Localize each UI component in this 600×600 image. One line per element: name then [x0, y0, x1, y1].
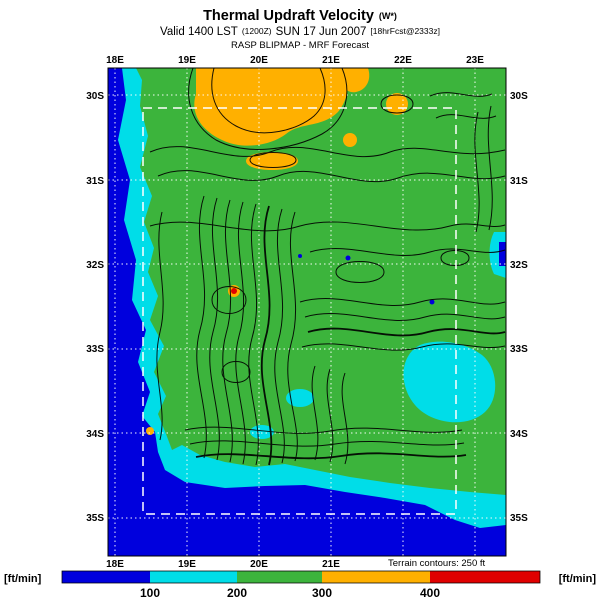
lon-axis-top: 18E 19E 20E 21E 22E 23E	[106, 55, 484, 66]
ocean-speck	[345, 255, 351, 261]
map-area	[107, 67, 507, 557]
lat-label-right: 30S	[510, 91, 528, 102]
lon-axis-bottom: 18E 19E 20E 21E	[106, 559, 340, 570]
ocean-speck	[298, 254, 302, 258]
lon-label-top: 20E	[250, 55, 268, 66]
lat-label-left: 33S	[86, 344, 104, 355]
map-border	[107, 67, 507, 557]
lon-label-top: 22E	[394, 55, 412, 66]
model-line: RASP BLIPMAP - MRF Forecast	[231, 40, 369, 51]
ocean-speck	[429, 299, 435, 305]
strong-lift-patch	[246, 152, 298, 170]
max-lift-core	[231, 288, 237, 294]
colorbar-tick: 300	[312, 586, 332, 600]
strong-lift-patch	[343, 133, 357, 147]
lon-label-top: 18E	[106, 55, 124, 66]
lat-axis-right: 30S 31S 32S 33S 34S 35S	[510, 91, 528, 524]
lat-label-left: 35S	[86, 513, 104, 524]
land-region	[136, 68, 506, 495]
weak-lift-patch	[250, 425, 274, 439]
strong-lift-region-north	[194, 68, 348, 146]
colorbar-segment-red	[430, 571, 540, 583]
lat-label-right: 32S	[510, 260, 528, 271]
colorbar-segment-blue	[62, 571, 150, 583]
lat-label-left: 31S	[86, 176, 104, 187]
colorbar: [ft/min] 100 200 300 400 [ft/min]	[4, 570, 597, 600]
weak-lift-patch	[286, 389, 314, 407]
lon-label-bottom: 18E	[106, 559, 124, 570]
colorbar-border	[61, 570, 541, 584]
lon-label-top: 23E	[466, 55, 484, 66]
colorbar-unit-left: [ft/min]	[4, 573, 42, 585]
colorbar-ticks: 100 200 300 400	[140, 586, 440, 600]
colorbar-tick: 400	[420, 586, 440, 600]
colorbar-segment-green	[237, 571, 322, 583]
terrain-contour-note: Terrain contours: 250 ft	[388, 558, 486, 569]
strong-lift-patch-coast	[146, 427, 154, 435]
lat-label-left: 30S	[86, 91, 104, 102]
colorbar-segment-orange	[322, 571, 430, 583]
page-title: Thermal Updraft Velocity (W*)	[203, 8, 397, 24]
lat-label-right: 31S	[510, 176, 528, 187]
colorbar-tick: 100	[140, 586, 160, 600]
lon-label-top: 19E	[178, 55, 196, 66]
model-domain-boundary	[142, 107, 457, 515]
lat-label-right: 35S	[510, 513, 528, 524]
ocean-spot-right-edge	[499, 242, 506, 266]
lat-label-right: 34S	[510, 429, 528, 440]
lon-label-top: 21E	[322, 55, 340, 66]
terrain-contour-lines	[149, 67, 506, 466]
lon-label-bottom: 20E	[250, 559, 268, 570]
lon-label-bottom: 19E	[178, 559, 196, 570]
lat-label-left: 34S	[86, 429, 104, 440]
colorbar-tick: 200	[227, 586, 247, 600]
lat-label-left: 32S	[86, 260, 104, 271]
valid-time-line: Valid 1400 LST (1200Z) SUN 17 Jun 2007 [18h…	[160, 26, 440, 38]
lon-label-bottom: 21E	[322, 559, 340, 570]
strong-lift-region-north-east	[340, 68, 370, 93]
lat-axis-left: 30S 31S 32S 33S 34S 35S	[86, 91, 104, 524]
colorbar-segment-cyan	[150, 571, 237, 583]
lat-label-right: 33S	[510, 344, 528, 355]
title-suffix: (W*)	[379, 11, 397, 21]
title-text: Thermal Updraft Velocity	[203, 8, 374, 24]
colorbar-unit-right: [ft/min]	[559, 573, 597, 585]
weak-lift-patch-east	[403, 341, 496, 423]
